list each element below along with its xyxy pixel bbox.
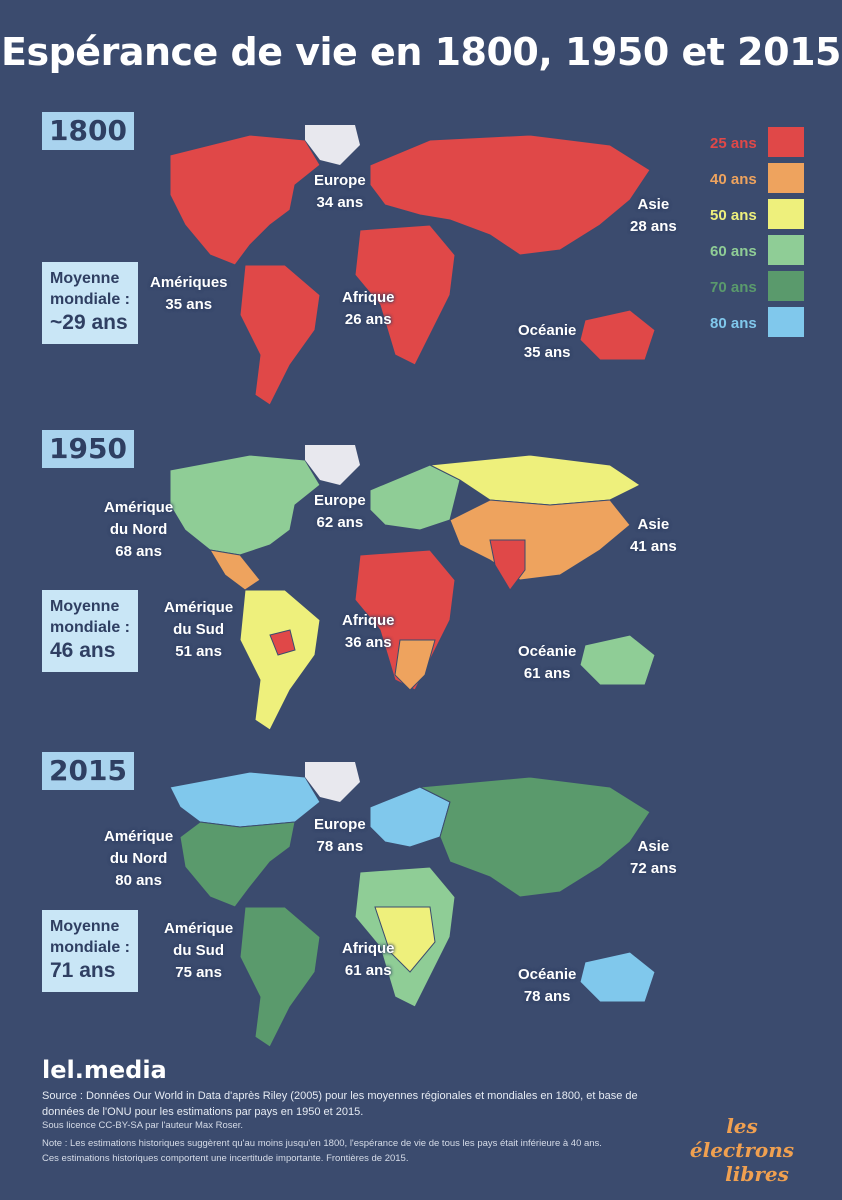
asia-shape: [449, 499, 631, 581]
world-average-2015: Moyenne mondiale :71 ans: [42, 910, 138, 992]
legend-item: 40 ans: [704, 163, 804, 199]
south-america-shape: [239, 264, 321, 406]
region-label-north-america: Amérique du Nord 80 ans: [104, 828, 174, 889]
region-label-oceania: Océanie 61 ans: [518, 643, 577, 682]
north-america-shape: [169, 454, 321, 556]
north-america-shape: [169, 134, 321, 266]
region-label-africa: Afrique 36 ans: [342, 612, 395, 651]
page-title: Espérance de vie en 1800, 1950 et 2015: [1, 30, 841, 74]
world-map-1800: [169, 125, 656, 406]
brand-logo: les électrons libres: [689, 1114, 795, 1186]
south-america-shape: [239, 906, 321, 1048]
russia-shape: [428, 454, 641, 506]
greenland-shape: [305, 125, 360, 165]
region-label-asia: Asie 41 ans: [630, 516, 677, 555]
world-map-2015: [169, 762, 656, 1048]
region-label-europe: Europe 34 ans: [314, 172, 366, 211]
region-label-africa: Afrique 26 ans: [342, 289, 395, 328]
region-label-oceania: Océanie 35 ans: [518, 322, 577, 361]
site-name: lel.media: [42, 1056, 167, 1084]
australia-shape: [579, 951, 656, 1003]
asia-shape: [418, 776, 651, 898]
region-label-asia: Asie 28 ans: [630, 196, 677, 235]
africa-shape: [354, 224, 456, 366]
note-text: Note : Les estimations historiques suggè…: [42, 1138, 602, 1164]
year-label-1950: 1950: [42, 430, 134, 468]
world-map-1950: [169, 445, 656, 731]
canada-shape: [169, 771, 321, 828]
region-label-europe: Europe 62 ans: [314, 492, 366, 531]
region-label-south-america: Amérique du Sud 75 ans: [164, 920, 234, 981]
region-label-oceania: Océanie 78 ans: [518, 966, 577, 1005]
europe-shape: [369, 464, 461, 531]
region-label-americas: Amériques 35 ans: [150, 274, 228, 313]
australia-shape: [579, 634, 656, 686]
year-label-1800: 1800: [42, 112, 134, 150]
source-text: Source : Données Our World in Data d'apr…: [42, 1090, 638, 1118]
legend-item: 50 ans: [704, 199, 804, 235]
eurasia-shape: [369, 134, 651, 256]
legend-item: 60 ans: [704, 235, 804, 271]
legend-item: 25 ans: [704, 127, 804, 163]
color-legend: 25 ans 40 ans 50 ans 60 ans 70 ans 80 an…: [704, 127, 804, 343]
license-text: Sous licence CC-BY-SA par l'auteur Max R…: [42, 1120, 244, 1131]
region-label-europe: Europe 78 ans: [314, 816, 366, 855]
north-america-shape: [179, 821, 296, 908]
legend-item: 80 ans: [704, 307, 804, 343]
bolivia-shape: [269, 629, 296, 656]
region-label-africa: Afrique 61 ans: [342, 940, 395, 979]
south-america-shape: [239, 589, 321, 731]
australia-shape: [579, 309, 656, 361]
world-average-1800: Moyenne mondiale : ~29 ans: [42, 262, 138, 344]
region-label-north-america: Amérique du Nord 68 ans: [104, 499, 174, 560]
greenland-shape: [305, 762, 360, 802]
year-label-2015: 2015: [42, 752, 134, 790]
region-label-asia: Asie 72 ans: [630, 838, 677, 877]
region-label-south-america: Amérique du Sud 51 ans: [164, 599, 234, 660]
central-america-shape: [209, 549, 261, 591]
world-average-1950: Moyenne mondiale :46 ans: [42, 590, 138, 672]
southern-africa-shape: [394, 639, 436, 691]
india-shape: [489, 539, 526, 591]
legend-item: 70 ans: [704, 271, 804, 307]
central-africa-shape: [374, 906, 436, 973]
greenland-shape: [305, 445, 360, 485]
